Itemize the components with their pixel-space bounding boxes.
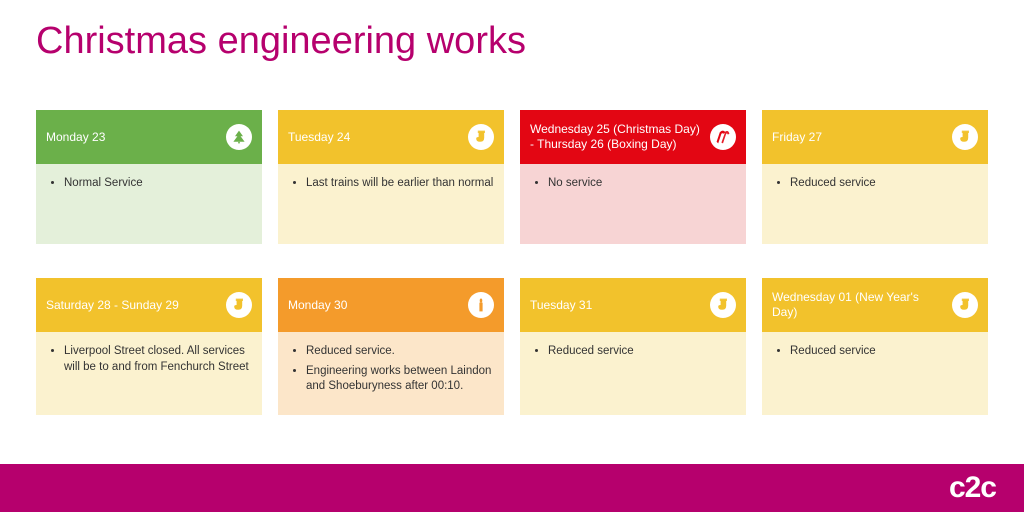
card-header: Wednesday 25 (Christmas Day) - Thursday … (520, 110, 746, 164)
card-day-label: Tuesday 24 (288, 130, 468, 145)
stocking-icon (468, 124, 494, 150)
card-item: Liverpool Street closed. All services wi… (64, 344, 252, 375)
schedule-card: Monday 30 Reduced service. Engineering wor… (278, 278, 504, 415)
brand-logo: c2c (949, 471, 996, 505)
card-items: No service (530, 176, 736, 192)
card-header: Wednesday 01 (New Year's Day) (762, 278, 988, 332)
schedule-card: Monday 23 Normal Service (36, 110, 262, 244)
card-items: Reduced service (772, 176, 978, 192)
card-day-label: Monday 30 (288, 298, 468, 313)
card-day-label: Saturday 28 - Sunday 29 (46, 298, 226, 313)
stocking-icon (952, 124, 978, 150)
card-header: Monday 23 (36, 110, 262, 164)
card-day-label: Monday 23 (46, 130, 226, 145)
schedule-card: Friday 27 Reduced service (762, 110, 988, 244)
card-header: Monday 30 (278, 278, 504, 332)
card-item: Reduced service (548, 344, 736, 360)
card-items: Normal Service (46, 176, 252, 192)
candle-icon (468, 292, 494, 318)
card-item: Reduced service. (306, 344, 494, 360)
schedule-card: Tuesday 24 Last trains will be earlier th… (278, 110, 504, 244)
card-item: Last trains will be earlier than normal (306, 176, 494, 192)
card-day-label: Friday 27 (772, 130, 952, 145)
card-body: Last trains will be earlier than normal (278, 164, 504, 244)
card-header: Tuesday 31 (520, 278, 746, 332)
card-header: Saturday 28 - Sunday 29 (36, 278, 262, 332)
card-item: Engineering works between Laindon and Sh… (306, 364, 494, 395)
page: Christmas engineering works Monday 23 Nor… (0, 0, 1024, 512)
card-body: No service (520, 164, 746, 244)
stocking-icon (226, 292, 252, 318)
schedule-card: Tuesday 31 Reduced service (520, 278, 746, 415)
card-body: Reduced service (762, 332, 988, 415)
card-items: Last trains will be earlier than normal (288, 176, 494, 192)
card-item: Reduced service (790, 344, 978, 360)
schedule-card: Wednesday 01 (New Year's Day) Reduced ser… (762, 278, 988, 415)
card-item: Reduced service (790, 176, 978, 192)
card-body: Reduced service. Engineering works betwee… (278, 332, 504, 415)
stocking-icon (952, 292, 978, 318)
tree-icon (226, 124, 252, 150)
page-title: Christmas engineering works (36, 20, 526, 63)
card-item: No service (548, 176, 736, 192)
schedule-card: Saturday 28 - Sunday 29 Liverpool Street … (36, 278, 262, 415)
card-day-label: Wednesday 25 (Christmas Day) - Thursday … (530, 122, 710, 152)
card-items: Liverpool Street closed. All services wi… (46, 344, 252, 375)
stocking-icon (710, 292, 736, 318)
card-item: Normal Service (64, 176, 252, 192)
card-header: Friday 27 (762, 110, 988, 164)
footer-bar: c2c (0, 464, 1024, 512)
card-header: Tuesday 24 (278, 110, 504, 164)
card-items: Reduced service. Engineering works betwee… (288, 344, 494, 395)
schedule-grid: Monday 23 Normal Service Tuesday 24 Last tr… (36, 110, 988, 415)
card-day-label: Tuesday 31 (530, 298, 710, 313)
card-body: Reduced service (762, 164, 988, 244)
card-body: Liverpool Street closed. All services wi… (36, 332, 262, 415)
schedule-card: Wednesday 25 (Christmas Day) - Thursday … (520, 110, 746, 244)
card-body: Normal Service (36, 164, 262, 244)
card-items: Reduced service (772, 344, 978, 360)
card-body: Reduced service (520, 332, 746, 415)
card-day-label: Wednesday 01 (New Year's Day) (772, 290, 952, 320)
candycane-icon (710, 124, 736, 150)
card-items: Reduced service (530, 344, 736, 360)
